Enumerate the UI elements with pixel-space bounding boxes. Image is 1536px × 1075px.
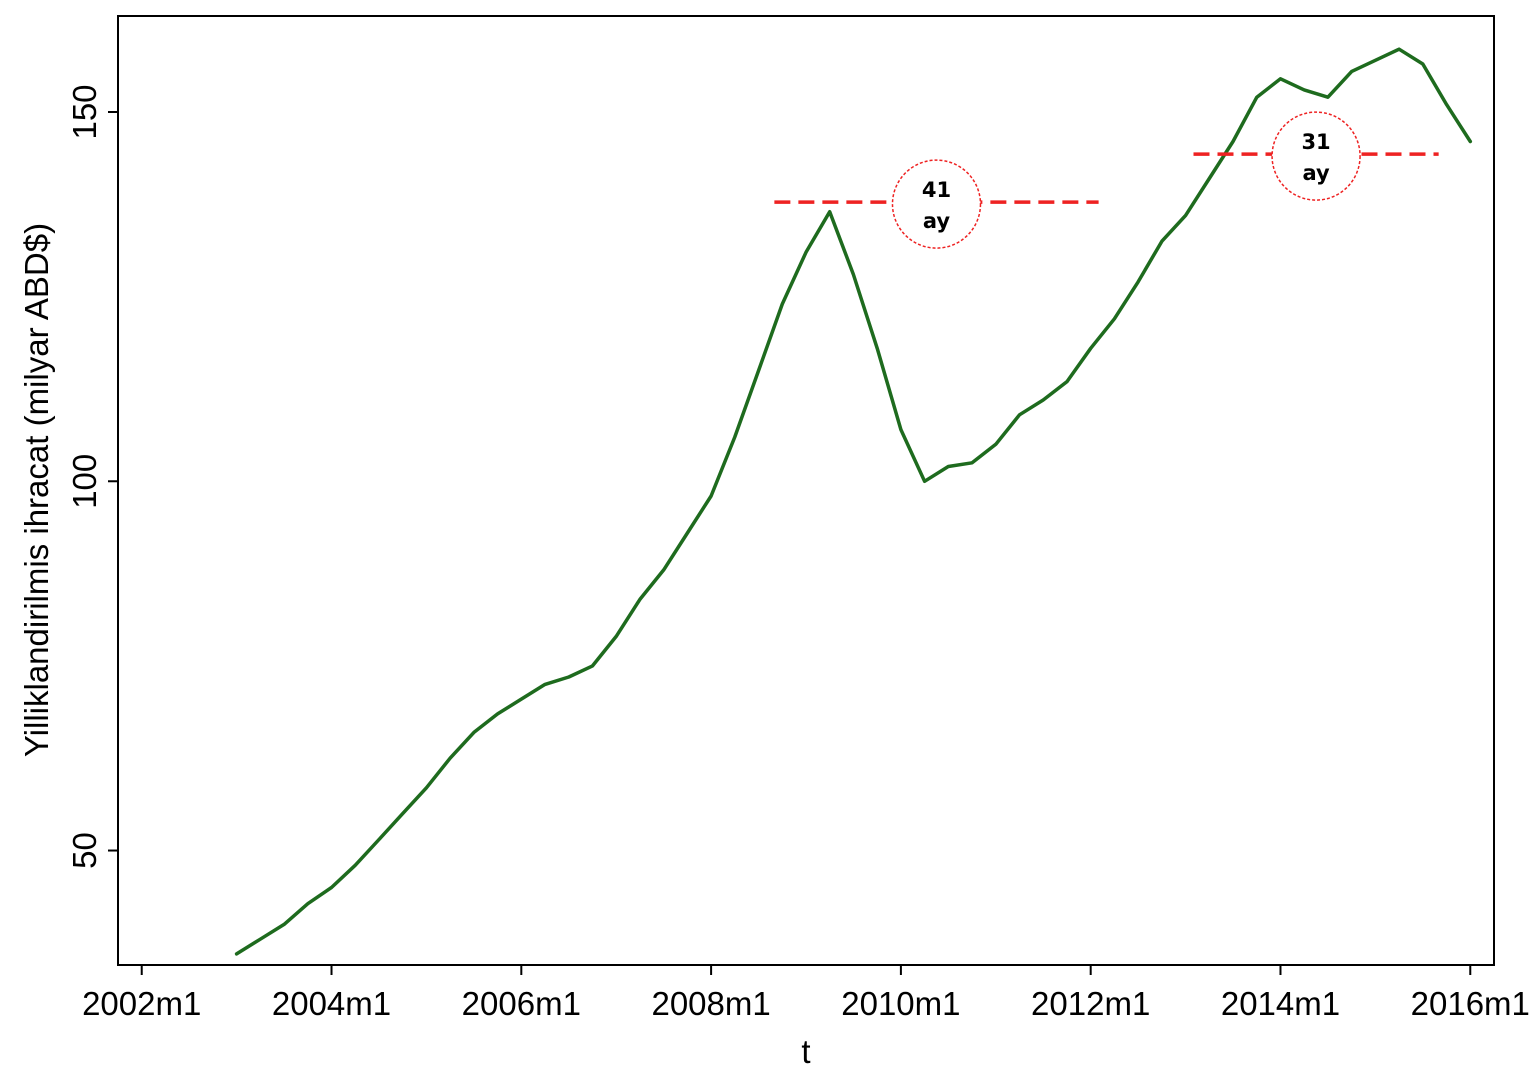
- series-layer: [234, 47, 1473, 956]
- x-tick-label: 2008m1: [651, 985, 770, 1022]
- y-tick-label: 150: [66, 84, 103, 139]
- x-tick-label: 2002m1: [82, 985, 201, 1022]
- y-axis-title: Yilliklandirilmis ihracat (milyar ABD$): [18, 223, 55, 757]
- x-tick-label: 2004m1: [272, 985, 391, 1022]
- duration-value: 41: [922, 178, 951, 202]
- x-tick-label: 2016m1: [1411, 985, 1530, 1022]
- y-axis: 50 100 150: [66, 84, 118, 869]
- y-tick-label: 100: [66, 454, 103, 509]
- x-tick-label: 2012m1: [1031, 985, 1150, 1022]
- x-axis: 2002m1 2004m1 2006m1 2008m1 2010m1 2012m1 2014…: [82, 965, 1530, 1022]
- duration-bubble: [1271, 111, 1361, 201]
- series-line: [234, 47, 1473, 956]
- x-axis-title: t: [801, 1033, 810, 1070]
- duration-unit: ay: [1302, 161, 1330, 185]
- annotation-layer: 41 ay 31 ay: [774, 111, 1439, 249]
- duration-bubble: [891, 159, 982, 249]
- y-tick-label: 50: [66, 832, 103, 869]
- plot-frame: [117, 15, 1495, 966]
- x-tick-label: 2006m1: [462, 985, 581, 1022]
- duration-value: 31: [1301, 130, 1330, 154]
- x-tick-label: 2010m1: [841, 985, 960, 1022]
- x-tick-label: 2014m1: [1221, 985, 1340, 1022]
- duration-unit: ay: [923, 209, 951, 233]
